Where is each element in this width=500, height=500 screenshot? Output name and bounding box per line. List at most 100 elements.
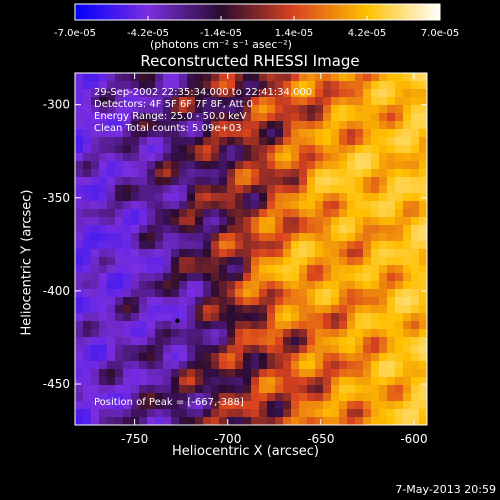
heatmap-cell (283, 209, 292, 218)
heatmap-cell (267, 113, 276, 122)
heatmap-cell (131, 153, 140, 162)
heatmap-cell (147, 305, 156, 314)
heatmap-cell (291, 233, 300, 242)
heatmap-cell (163, 89, 172, 98)
heatmap-cell (419, 313, 427, 322)
heatmap-cell (307, 113, 316, 122)
heatmap-cell (419, 161, 427, 170)
heatmap-cell (347, 129, 356, 138)
heatmap-cell (395, 417, 404, 425)
heatmap-cell (291, 329, 300, 338)
heatmap-cell (123, 265, 132, 274)
heatmap-cell (371, 169, 380, 178)
heatmap-cell (171, 145, 180, 154)
heatmap-cell (171, 73, 180, 82)
heatmap-cell (275, 337, 284, 346)
heatmap-cell (131, 193, 140, 202)
heatmap-cell (235, 361, 244, 370)
heatmap-cell (419, 97, 427, 106)
heatmap-cell (227, 401, 236, 410)
heatmap-cell (395, 113, 404, 122)
heatmap-cell (83, 409, 92, 418)
heatmap-cell (187, 193, 196, 202)
heatmap-cell (275, 385, 284, 394)
heatmap-cell (363, 89, 372, 98)
heatmap-cell (227, 281, 236, 290)
heatmap-cell (339, 233, 348, 242)
heatmap-cell (259, 193, 268, 202)
heatmap-cell (211, 193, 220, 202)
heatmap-cell (331, 217, 340, 226)
heatmap-cell (187, 417, 196, 425)
heatmap-cell (195, 169, 204, 178)
heatmap-cell (419, 329, 427, 338)
heatmap-cell (131, 161, 140, 170)
heatmap-cell (395, 409, 404, 418)
heatmap-cell (107, 385, 116, 394)
heatmap-cell (171, 273, 180, 282)
heatmap-cell (379, 313, 388, 322)
heatmap-cell (99, 153, 108, 162)
heatmap-cell (419, 217, 427, 226)
heatmap-cell (115, 201, 124, 210)
heatmap-cell (251, 225, 260, 234)
heatmap-cell (195, 129, 204, 138)
heatmap-cell (251, 289, 260, 298)
heatmap-cell (219, 233, 228, 242)
heatmap-cell (203, 89, 212, 98)
heatmap-cell (211, 337, 220, 346)
heatmap-cell (131, 241, 140, 250)
heatmap-cell (251, 337, 260, 346)
heatmap-cell (163, 129, 172, 138)
heatmap-cell (147, 329, 156, 338)
heatmap-cell (315, 249, 324, 258)
heatmap-cell (323, 97, 332, 106)
heatmap-cell (315, 129, 324, 138)
heatmap-cell (75, 161, 84, 170)
heatmap-cell (403, 385, 412, 394)
heatmap-cell (403, 281, 412, 290)
heatmap-cell (283, 329, 292, 338)
heatmap-cell (411, 153, 420, 162)
heatmap-cell (275, 161, 284, 170)
heatmap-cell (83, 313, 92, 322)
heatmap-cell (91, 129, 100, 138)
heatmap-cell (115, 121, 124, 130)
heatmap-cell (419, 153, 427, 162)
heatmap-cell (139, 369, 148, 378)
heatmap-cell (403, 225, 412, 234)
heatmap-cell (139, 321, 148, 330)
heatmap-cell (203, 137, 212, 146)
heatmap-cell (267, 385, 276, 394)
heatmap-cell (211, 329, 220, 338)
heatmap-cell (323, 265, 332, 274)
heatmap-cell (403, 153, 412, 162)
heatmap-cell (371, 233, 380, 242)
heatmap-cell (411, 361, 420, 370)
heatmap-cell (187, 233, 196, 242)
heatmap-cell (371, 273, 380, 282)
heatmap-cell (347, 273, 356, 282)
heatmap-cell (371, 361, 380, 370)
heatmap-cell (267, 185, 276, 194)
heatmap-cell (387, 273, 396, 282)
heatmap-cell (267, 249, 276, 258)
heatmap-cell (323, 193, 332, 202)
heatmap-cell (235, 193, 244, 202)
heatmap-cell (147, 161, 156, 170)
heatmap-cell (203, 401, 212, 410)
heatmap-cell (243, 265, 252, 274)
heatmap-cell (259, 273, 268, 282)
colorbar-tick-label: -1.4e-05 (200, 28, 242, 39)
heatmap-cell (115, 377, 124, 386)
heatmap-cell (211, 73, 220, 82)
heatmap-cell (227, 257, 236, 266)
heatmap-cell (347, 145, 356, 154)
heatmap-cell (195, 185, 204, 194)
heatmap-cell (339, 121, 348, 130)
heatmap-cell (163, 193, 172, 202)
heatmap-cell (75, 169, 84, 178)
heatmap-cell (371, 329, 380, 338)
heatmap-cell (275, 225, 284, 234)
heatmap-cell (419, 241, 427, 250)
